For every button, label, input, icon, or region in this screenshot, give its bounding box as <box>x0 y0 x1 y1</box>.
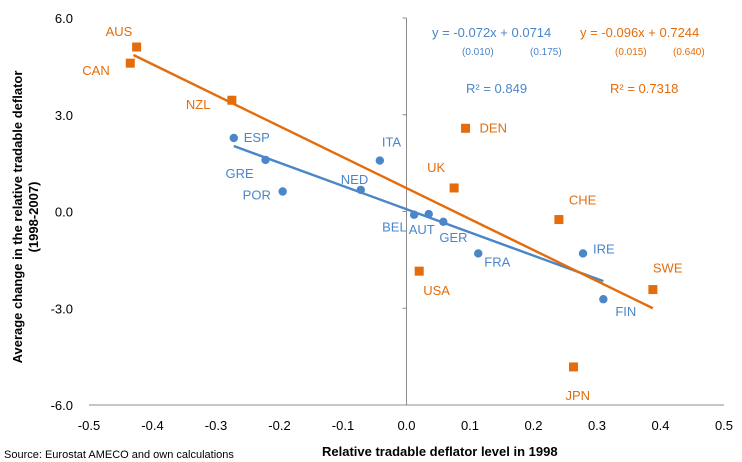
y-tick-label: -3.0 <box>51 301 73 316</box>
point-che <box>554 215 564 225</box>
label-gre: GRE <box>226 166 255 181</box>
label-den: DEN <box>480 120 507 135</box>
point-den <box>461 123 471 133</box>
x-tick-label: 0.4 <box>651 418 669 433</box>
blue-se-slope: (0.010) <box>462 47 494 58</box>
point-jpn <box>569 362 579 372</box>
orange-trend-line <box>132 53 654 310</box>
label-por: POR <box>243 188 271 203</box>
blue-equation: y = -0.072x + 0.0714 <box>432 25 551 40</box>
label-fra: FRA <box>484 254 510 269</box>
point-ned <box>356 185 365 195</box>
point-ita <box>375 156 385 165</box>
point-esp <box>229 133 238 143</box>
x-tick-label: 0.3 <box>588 418 606 433</box>
label-fin: FIN <box>615 304 636 319</box>
point-por <box>278 187 287 196</box>
trend-lines <box>132 53 654 310</box>
point-ger <box>439 217 448 227</box>
y-tick-label: -6.0 <box>51 398 73 413</box>
point-ire <box>578 249 588 258</box>
point-usa <box>414 266 424 276</box>
label-swe: SWE <box>653 261 683 276</box>
label-ire: IRE <box>593 241 615 256</box>
x-tick-label: 0.0 <box>397 418 415 433</box>
source-note: Source: Eurostat AMECO and own calculati… <box>4 449 234 461</box>
label-uk: UK <box>427 160 445 175</box>
point-aus <box>132 42 142 52</box>
point-bel <box>409 210 419 219</box>
label-can: CAN <box>82 63 109 78</box>
data-points <box>125 42 658 372</box>
point-fin <box>599 295 608 304</box>
y-tick-label: 0.0 <box>55 205 73 220</box>
label-ger: GER <box>439 230 467 245</box>
label-ned: NED <box>341 172 368 187</box>
label-ita: ITA <box>382 135 402 150</box>
x-tick-label: 0.5 <box>715 418 733 433</box>
label-nzl: NZL <box>186 97 211 112</box>
label-che: CHE <box>569 193 597 208</box>
label-aus: AUS <box>106 24 133 39</box>
point-fra <box>474 249 483 258</box>
point-uk <box>449 183 459 193</box>
point-aut <box>424 209 433 219</box>
y-tick-label: 3.0 <box>55 108 73 123</box>
y-axis-title-line2: (1998-2007) <box>26 182 41 253</box>
y-tick-label: 6.0 <box>55 11 73 26</box>
point-gre <box>261 155 270 165</box>
point-can <box>125 58 135 68</box>
x-tick-label: -0.3 <box>205 418 227 433</box>
blue-trend-line <box>233 144 604 283</box>
orange-equation: y = -0.096x + 0.7244 <box>580 25 699 40</box>
regression-annotations: y = -0.072x + 0.0714 (0.010) (0.175) R² … <box>432 25 705 96</box>
point-labels: ESP GRE POR ITA NED BEL AUT GER FRA IRE FIN AUS CAN N… <box>82 24 683 403</box>
x-tick-label: -0.4 <box>141 418 163 433</box>
label-jpn: JPN <box>566 388 591 403</box>
label-esp: ESP <box>244 130 270 145</box>
y-axis-title-line1: Average change in the relative tradable … <box>10 71 25 364</box>
blue-r-squared: R² = 0.849 <box>466 81 527 96</box>
label-bel: BEL <box>382 220 407 235</box>
axes: -0.5 -0.4 -0.3 -0.2 -0.1 0.0 0.1 0.2 0.3 0.4 0.5 -6… <box>51 11 733 433</box>
x-tick-label: -0.1 <box>332 418 354 433</box>
orange-se-slope: (0.015) <box>615 47 647 58</box>
point-nzl <box>227 95 237 105</box>
x-tick-label: 0.1 <box>461 418 479 433</box>
label-aut: AUT <box>409 222 435 237</box>
point-swe <box>648 285 658 295</box>
orange-r-squared: R² = 0.7318 <box>610 81 678 96</box>
blue-se-intercept: (0.175) <box>530 47 562 58</box>
x-axis-title: Relative tradable deflator level in 1998 <box>322 444 558 459</box>
x-tick-label: 0.2 <box>524 418 542 433</box>
label-usa: USA <box>423 283 450 298</box>
orange-se-intercept: (0.640) <box>673 47 705 58</box>
x-tick-label: -0.5 <box>78 418 100 433</box>
x-tick-label: -0.2 <box>268 418 290 433</box>
